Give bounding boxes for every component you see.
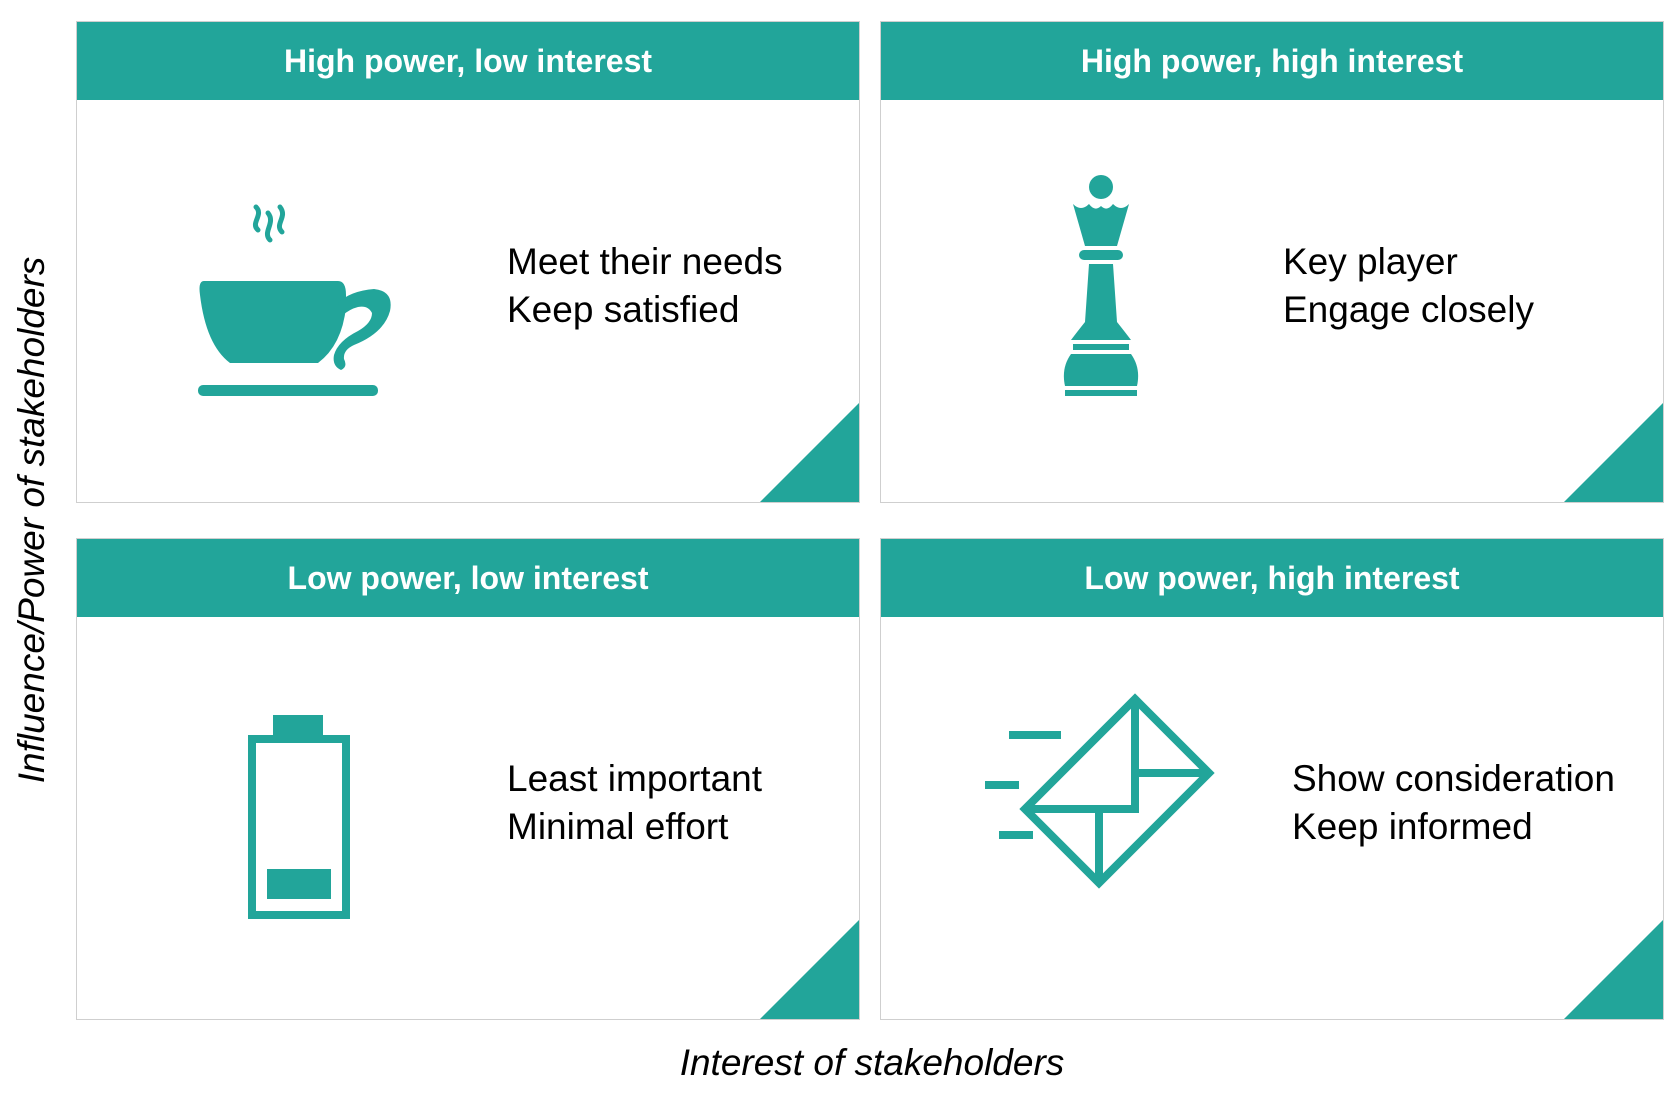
quadrant-low-power-low-interest: Low power, low interest Least important … (76, 538, 860, 1020)
quadrant-high-power-low-interest: High power, low interest Meet their need… (76, 21, 860, 503)
action-line: Minimal effort (507, 806, 729, 847)
battery-low-icon (247, 713, 351, 924)
action-line: Keep satisfied (507, 289, 740, 330)
corner-accent (1564, 403, 1663, 502)
quadrant-description: Key player Engage closely (1283, 238, 1534, 334)
coffee-cup-icon (198, 195, 402, 404)
quadrant-description: Show consideration Keep informed (1292, 755, 1615, 851)
action-line: Engage closely (1283, 289, 1534, 330)
chess-queen-icon (1061, 172, 1141, 407)
corner-accent (760, 403, 859, 502)
strategy-line: Show consideration (1292, 758, 1615, 799)
quadrant-title: Low power, low interest (77, 539, 859, 617)
quadrant-low-power-high-interest: Low power, high interest Show considerat… (880, 538, 1664, 1020)
quadrant-description: Meet their needs Keep satisfied (507, 238, 783, 334)
quadrant-high-power-high-interest: High power, high interest Key player Eng… (880, 21, 1664, 503)
y-axis-label: Influence/Power of stakeholders (11, 256, 52, 784)
quadrant-description: Least important Minimal effort (507, 755, 762, 851)
strategy-line: Meet their needs (507, 241, 783, 282)
x-axis-label: Interest of stakeholders (679, 1042, 1065, 1083)
mail-send-icon (985, 693, 1225, 908)
quadrant-title: High power, high interest (881, 22, 1663, 100)
strategy-line: Key player (1283, 241, 1458, 282)
quadrant-title: Low power, high interest (881, 539, 1663, 617)
corner-accent (760, 920, 859, 1019)
action-line: Keep informed (1292, 806, 1533, 847)
strategy-line: Least important (507, 758, 763, 799)
corner-accent (1564, 920, 1663, 1019)
quadrant-title: High power, low interest (77, 22, 859, 100)
